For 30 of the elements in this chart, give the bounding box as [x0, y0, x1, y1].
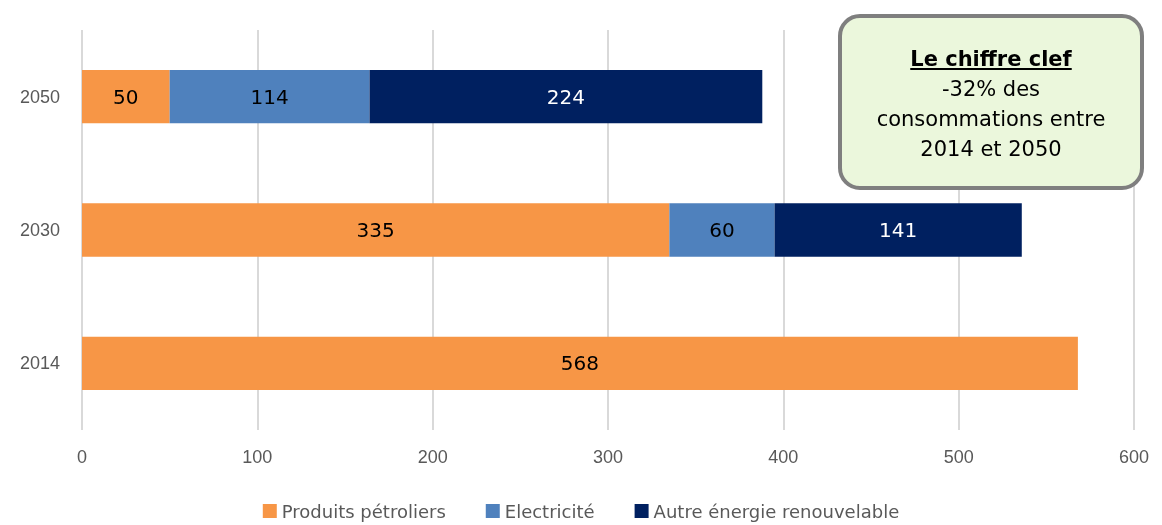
data-label: 335	[356, 218, 395, 242]
x-tick-label: 400	[768, 447, 799, 467]
x-tick-label: 100	[242, 447, 273, 467]
y-tick-label: 2014	[19, 353, 60, 374]
data-label: 568	[560, 351, 600, 376]
data-label: 60	[709, 218, 735, 242]
bar	[369, 70, 763, 124]
legend-label: Autre énergie renouvelable	[653, 500, 900, 522]
x-tick-label: 500	[943, 447, 974, 467]
bar	[669, 203, 775, 257]
x-tick-label: 0	[76, 447, 88, 467]
data-label: 141	[879, 218, 918, 242]
legend-label: Produits pétroliers	[281, 500, 446, 522]
data-label: 224	[546, 84, 586, 109]
bar	[82, 70, 170, 124]
y-tick-label: 2030	[19, 220, 60, 240]
y-tick-label: 2050	[19, 86, 60, 107]
legend-label: Electricité	[504, 500, 595, 522]
bar	[82, 336, 1078, 390]
note-box: Le chiffre clef -32% des consommations entre 2014 et 2050	[838, 14, 1144, 190]
data-label: 50	[113, 84, 139, 109]
x-tick-label: 300	[592, 447, 624, 467]
bar	[774, 203, 1022, 257]
bar	[82, 203, 670, 257]
bar	[169, 70, 370, 124]
annotation: Le chiffre clef	[909, 46, 1073, 73]
annotation: -32% des consommations entre 2014 et 2050	[875, 76, 1107, 163]
data-label: 114	[250, 84, 289, 109]
x-tick-label: 200	[417, 447, 448, 467]
x-tick-label: 600	[1118, 447, 1150, 467]
